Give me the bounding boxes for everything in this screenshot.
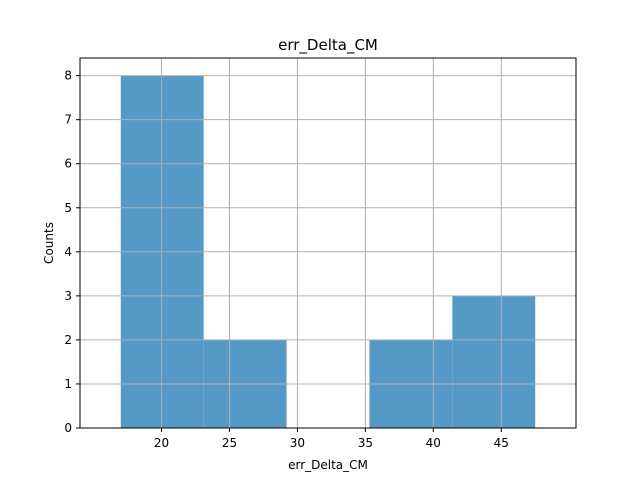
y-tick-label: 7 [64,113,72,127]
x-tick-label: 25 [222,436,237,450]
y-tick-label: 3 [64,289,72,303]
y-tick-label: 8 [64,69,72,83]
y-tick-label: 6 [64,157,72,171]
y-tick-label: 0 [64,421,72,435]
plot-frame [79,57,577,429]
x-tick-label: 40 [426,436,441,450]
y-tick-label: 5 [64,201,72,215]
grid-layer [80,58,576,429]
y-tick-label: 4 [64,245,72,259]
y-tick-label: 1 [64,377,72,391]
x-tick-label: 20 [154,436,169,450]
histogram-bar-5 [452,295,536,428]
x-tick-label: 35 [358,436,373,450]
x-tick-label: 45 [494,436,509,450]
x-tick-label: 30 [290,436,305,450]
chart-title: err_Delta_CM [278,36,378,55]
x-axis-label: err_Delta_CM [288,458,368,472]
y-tick-label: 2 [64,333,72,347]
y-axis-label: Counts [42,222,56,264]
